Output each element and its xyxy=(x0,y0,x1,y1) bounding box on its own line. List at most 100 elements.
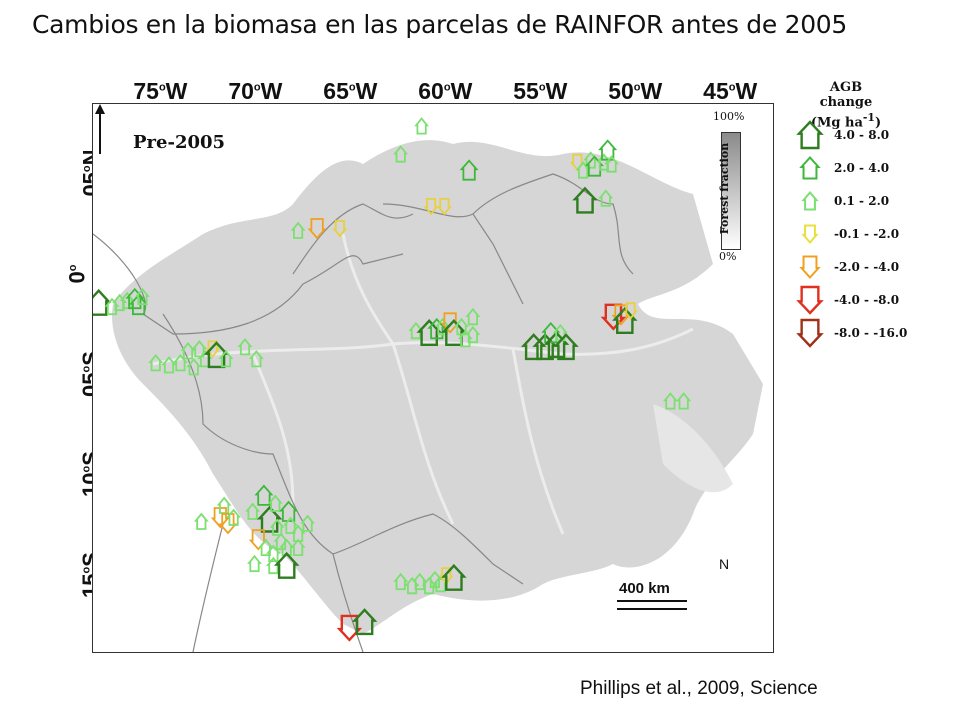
plot-arrow-up xyxy=(598,139,618,161)
longitude-label: 55oW xyxy=(513,78,568,104)
plot-arrow-up xyxy=(427,317,447,340)
country-border xyxy=(332,553,364,652)
plot-arrow-up xyxy=(465,307,481,326)
forest-cover-edge xyxy=(653,404,733,493)
slide-title: Cambios en la biomasa en las parcelas de… xyxy=(32,10,848,39)
plot-arrow-up xyxy=(247,554,262,573)
forest-cover-layer xyxy=(112,140,763,634)
plot-arrow-down xyxy=(336,614,363,642)
plot-arrow-up xyxy=(290,221,306,239)
country-border xyxy=(472,173,634,275)
plot-arrow-up xyxy=(283,516,298,534)
plot-arrow-up xyxy=(543,331,570,359)
plot-arrow-up xyxy=(596,153,612,171)
plot-arrow-up xyxy=(541,321,561,344)
longitude-label: 70oW xyxy=(228,78,283,104)
arrow-down-icon xyxy=(799,255,821,279)
plot-arrow-up xyxy=(300,514,315,532)
plot-arrow-up xyxy=(216,496,232,514)
plot-arrow-up xyxy=(269,518,285,536)
plot-arrow-up xyxy=(267,494,283,512)
plot-arrow-down xyxy=(437,198,452,216)
plot-arrow-up xyxy=(148,353,164,372)
plot-arrow-up xyxy=(258,538,274,557)
plot-arrow-up xyxy=(104,297,120,316)
country-border xyxy=(93,233,404,335)
arrow-up-icon xyxy=(796,120,824,150)
country-border xyxy=(192,523,224,652)
forest-fraction-min: 0% xyxy=(719,250,737,263)
plot-arrow-up xyxy=(604,155,619,173)
citation: Phillips et al., 2009, Science xyxy=(580,678,818,699)
plot-arrows-layer xyxy=(93,117,692,642)
plot-arrow-up xyxy=(290,538,306,557)
plot-arrow-up xyxy=(427,570,443,589)
legend-range-label: -0.1 - -2.0 xyxy=(834,227,900,241)
map-frame: Pre-2005 100% 0% Forest fraction 400 km … xyxy=(92,103,774,653)
plot-arrow-up xyxy=(135,287,150,306)
arrow-up-icon xyxy=(801,190,819,211)
plot-arrow-up xyxy=(254,484,274,506)
scale-bar-label: 400 km xyxy=(619,580,670,597)
arrow-up-icon xyxy=(799,156,821,180)
plot-arrow-up xyxy=(119,291,135,310)
north-arrow-icon xyxy=(95,104,105,154)
longitude-label: 65oW xyxy=(323,78,378,104)
plot-arrow-down xyxy=(307,218,327,240)
plot-arrow-up xyxy=(192,339,207,358)
river-line xyxy=(152,327,694,366)
plot-arrow-up xyxy=(612,307,638,335)
plot-arrow-down xyxy=(332,220,348,238)
plot-arrow-up xyxy=(441,563,467,591)
legend-range-label: 2.0 - 4.0 xyxy=(834,161,890,175)
arrow-down-icon xyxy=(796,285,824,315)
plot-arrow-up xyxy=(237,337,253,356)
plot-arrow-up xyxy=(273,551,300,579)
river-line xyxy=(251,353,295,505)
rivers-layer xyxy=(152,233,694,535)
period-label: Pre-2005 xyxy=(133,132,226,153)
country-border xyxy=(292,203,414,275)
legend-range-label: -4.0 - -8.0 xyxy=(834,293,900,307)
plot-arrow-up xyxy=(173,353,188,372)
plot-arrow-up xyxy=(218,349,234,368)
river-line xyxy=(341,233,395,345)
river-line xyxy=(511,348,565,535)
plot-arrow-up xyxy=(266,544,281,563)
legend-range-label: -8.0 - -16.0 xyxy=(834,326,908,340)
plot-arrow-up xyxy=(585,155,604,177)
plot-arrow-up xyxy=(459,159,479,181)
plot-arrow-up xyxy=(161,356,177,374)
legend-range-label: -2.0 - -4.0 xyxy=(834,260,900,274)
plot-arrow-down xyxy=(205,340,221,358)
plot-arrow-up xyxy=(404,576,420,595)
plot-arrow-up xyxy=(441,319,467,347)
plot-arrow-up xyxy=(598,189,614,207)
longitude-label: 50oW xyxy=(608,78,663,104)
plot-arrow-up xyxy=(553,333,579,361)
plot-arrow-up xyxy=(414,117,429,135)
forest-cover-area xyxy=(112,140,763,634)
amazon-map xyxy=(93,117,763,652)
plot-arrow-up xyxy=(457,329,473,348)
plot-arrow-up xyxy=(93,288,112,316)
north-label: N xyxy=(719,556,730,572)
plot-arrow-up xyxy=(197,349,213,368)
plot-arrow-up xyxy=(249,349,264,368)
country-border xyxy=(332,513,524,585)
longitude-label: 45oW xyxy=(703,78,758,104)
plot-arrow-up xyxy=(226,508,241,526)
plot-arrow-up xyxy=(186,358,202,376)
plot-arrow-up xyxy=(203,341,230,369)
plot-arrow-up xyxy=(112,293,127,312)
plot-arrow-up xyxy=(245,502,260,520)
plot-arrow-up xyxy=(663,392,678,410)
legend-title: AGB change (Mg ha-1) xyxy=(810,80,882,131)
plot-arrow-up xyxy=(393,145,409,163)
arrow-down-icon xyxy=(801,224,819,245)
plot-arrow-up xyxy=(180,341,196,360)
scale-bar xyxy=(617,600,687,610)
plot-arrow-up xyxy=(676,392,692,410)
plot-arrow-down xyxy=(623,302,638,320)
legend-range-label: 4.0 - 8.0 xyxy=(834,128,890,142)
